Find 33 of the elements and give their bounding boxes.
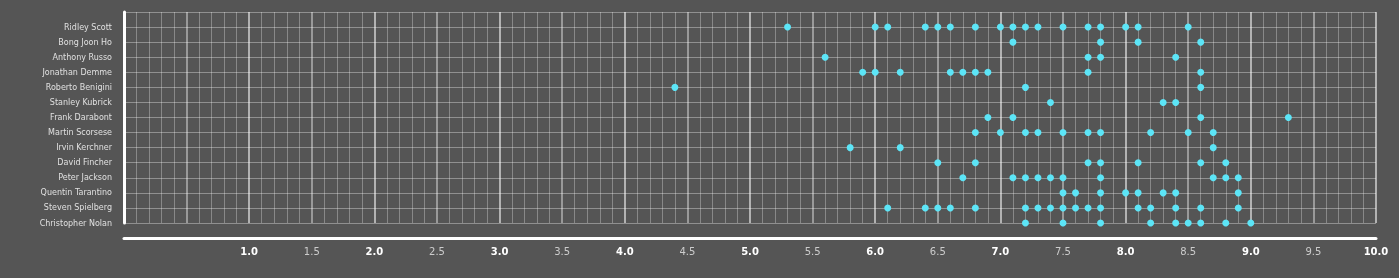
- x-tick-label: 7.0: [991, 245, 1010, 257]
- x-tick-label: 9.0: [1241, 245, 1260, 257]
- x-tick-label: 9.5: [1305, 245, 1322, 257]
- x-tick-label: 2.5: [429, 245, 445, 257]
- y-tick-label: Jonathan Demme: [41, 67, 113, 77]
- x-tick-label: 4.5: [679, 245, 696, 257]
- y-tick-label: Martin Scorsese: [48, 128, 113, 138]
- y-tick-label: Ridley Scott: [64, 22, 112, 32]
- x-tick-label: 8.0: [1116, 245, 1135, 257]
- x-tick-label: 4.0: [615, 245, 634, 257]
- y-tick-label: Peter Jackson: [58, 173, 112, 183]
- x-tick-label: 1.0: [240, 245, 259, 257]
- x-tick-label: 3.5: [554, 245, 571, 257]
- y-tick-label: Quentin Tarantino: [40, 188, 113, 198]
- y-tick-label: Frank Darabont: [50, 113, 112, 122]
- y-tick-label: Christopher Nolan: [39, 218, 112, 228]
- y-tick-label: Steven Spielberg: [43, 203, 112, 213]
- x-tick-label: 1.5: [303, 245, 320, 257]
- x-tick-label: 8.5: [1180, 245, 1197, 257]
- y-tick-label: Irvin Kerchner: [56, 143, 113, 153]
- x-tick-label: 5.0: [741, 245, 759, 257]
- y-tick-label: Anthony Russo: [52, 52, 113, 62]
- x-tick-label: 6.5: [929, 245, 946, 257]
- x-tick-label: 7.5: [1055, 245, 1071, 257]
- x-tick-label: 5.5: [804, 245, 821, 257]
- y-tick-label: Bong Joon Ho: [58, 37, 113, 47]
- y-tick-label: David Fincher: [57, 158, 113, 168]
- y-tick-label: Roberto Benigini: [45, 82, 112, 92]
- x-tick-label: 2.0: [365, 245, 384, 257]
- x-tick-label: 6.0: [866, 245, 885, 257]
- x-tick-label: 10.0: [1363, 245, 1389, 257]
- x-tick-label: 3.0: [490, 245, 509, 257]
- y-tick-label: Stanley Kubrick: [49, 97, 113, 107]
